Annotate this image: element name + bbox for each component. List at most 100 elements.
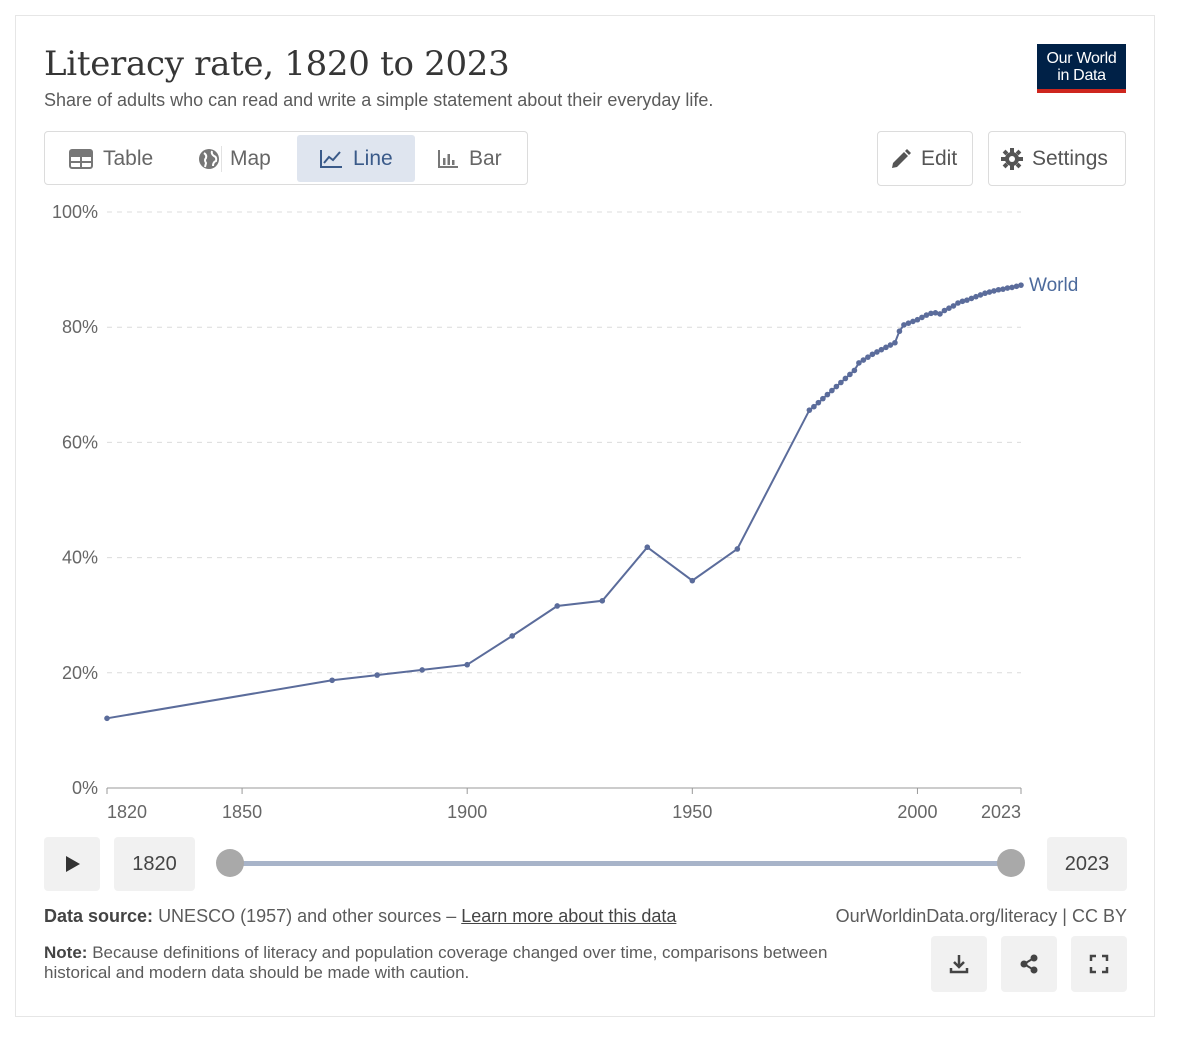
data-point[interactable]	[950, 303, 957, 309]
data-point[interactable]	[905, 320, 912, 326]
data-point[interactable]	[941, 307, 948, 314]
data-source: Data source: UNESCO (1957) and other sou…	[44, 906, 676, 927]
data-point[interactable]	[923, 312, 930, 318]
data-point[interactable]	[892, 339, 898, 346]
settings-button[interactable]: Settings	[988, 131, 1126, 186]
share-icon	[1020, 954, 1038, 974]
learn-more-link[interactable]: Learn more about this data	[461, 906, 677, 926]
y-tick-label: 20%	[62, 663, 98, 683]
data-point[interactable]	[1009, 284, 1015, 291]
data-point[interactable]	[833, 383, 840, 390]
data-point[interactable]	[815, 399, 822, 406]
data-point[interactable]	[937, 311, 943, 317]
data-point[interactable]	[1000, 286, 1006, 292]
fullscreen-icon	[1089, 954, 1109, 974]
data-point[interactable]	[1004, 285, 1011, 291]
data-point[interactable]	[878, 346, 885, 353]
data-point[interactable]	[689, 577, 696, 584]
data-point[interactable]	[1018, 282, 1024, 288]
tab-table[interactable]: Table	[47, 135, 217, 182]
data-point[interactable]	[883, 344, 889, 351]
data-point[interactable]	[865, 354, 871, 360]
series-label-world[interactable]: World	[1029, 275, 1078, 296]
owid-logo[interactable]: Our World in Data	[1037, 44, 1126, 93]
table-icon	[69, 148, 93, 169]
chart-type-tabs: Table Map Line Bar	[44, 131, 528, 185]
data-point[interactable]	[968, 295, 975, 302]
data-point[interactable]	[644, 544, 651, 551]
data-point[interactable]	[374, 672, 380, 678]
data-point[interactable]	[959, 298, 966, 305]
data-point[interactable]	[982, 290, 988, 297]
data-point[interactable]	[874, 349, 880, 355]
data-point[interactable]	[599, 598, 606, 604]
data-point[interactable]	[910, 318, 916, 325]
url-license[interactable]: OurWorldinData.org/literacy | CC BY	[835, 906, 1127, 926]
data-point[interactable]	[995, 286, 1002, 293]
data-point[interactable]	[806, 407, 813, 413]
data-point[interactable]	[509, 633, 516, 639]
data-point[interactable]	[856, 360, 862, 366]
data-point[interactable]	[869, 351, 876, 358]
gear-icon	[1001, 147, 1023, 170]
data-point[interactable]	[860, 357, 867, 363]
data-point[interactable]	[914, 316, 921, 323]
data-point[interactable]	[964, 297, 970, 303]
settings-button-label: Settings	[1032, 146, 1108, 170]
line-chart: 0% 20% 40% 60% 80% 100% 1820 1850 1900 1950 2000 20…	[52, 202, 1078, 822]
logo-line-2: in Data	[1057, 67, 1106, 84]
logo-line-1: Our World	[1046, 50, 1117, 67]
timeline-end-handle[interactable]	[997, 849, 1025, 877]
globe-icon	[199, 148, 219, 169]
data-point[interactable]	[1013, 283, 1020, 290]
fullscreen-button[interactable]	[1071, 936, 1127, 992]
timeline-start-handle[interactable]	[216, 849, 244, 877]
logo-accent-bar	[1037, 89, 1126, 93]
y-tick-label: 40%	[62, 548, 98, 568]
data-point[interactable]	[932, 310, 939, 316]
data-point[interactable]	[946, 305, 952, 311]
timeline-slider-track[interactable]	[230, 861, 1012, 866]
data-source-label: Data source:	[44, 906, 154, 926]
data-point[interactable]	[955, 300, 961, 306]
y-tick-label: 100%	[52, 202, 98, 222]
data-point[interactable]	[104, 715, 110, 722]
data-point[interactable]	[901, 322, 907, 328]
timeline-end-year[interactable]: 2023	[1047, 837, 1127, 891]
x-tick-label: 1850	[222, 802, 262, 822]
data-point[interactable]	[887, 342, 894, 348]
data-point[interactable]	[851, 367, 858, 374]
data-point[interactable]	[329, 677, 335, 684]
data-point[interactable]	[811, 403, 817, 410]
timeline-start-year[interactable]: 1820	[114, 837, 195, 891]
data-point[interactable]	[824, 391, 831, 398]
play-icon	[66, 856, 80, 872]
data-point[interactable]	[838, 379, 844, 386]
data-point[interactable]	[554, 603, 561, 609]
data-point[interactable]	[734, 546, 741, 552]
data-point[interactable]	[829, 387, 835, 394]
tab-map[interactable]: Map	[176, 135, 296, 182]
data-point[interactable]	[991, 288, 997, 294]
data-point[interactable]	[919, 314, 925, 321]
data-point[interactable]	[977, 292, 984, 298]
data-point[interactable]	[973, 293, 979, 300]
play-button[interactable]	[44, 837, 100, 891]
data-point[interactable]	[820, 395, 826, 402]
data-point[interactable]	[842, 375, 849, 382]
x-tick-label: 1820	[107, 802, 147, 822]
data-point[interactable]	[986, 289, 993, 295]
tab-divider	[221, 146, 222, 172]
x-tick-label: 1950	[672, 802, 712, 822]
data-point[interactable]	[419, 667, 425, 673]
edit-button[interactable]: Edit	[877, 131, 973, 186]
download-button[interactable]	[931, 936, 987, 992]
y-tick-label: 80%	[62, 317, 98, 337]
data-point[interactable]	[847, 371, 853, 378]
data-point[interactable]	[928, 310, 934, 317]
tab-bar[interactable]: Bar	[415, 135, 525, 182]
data-point[interactable]	[464, 661, 470, 668]
data-point[interactable]	[896, 328, 903, 335]
tab-line[interactable]: Line	[297, 135, 415, 182]
share-button[interactable]	[1001, 936, 1057, 992]
